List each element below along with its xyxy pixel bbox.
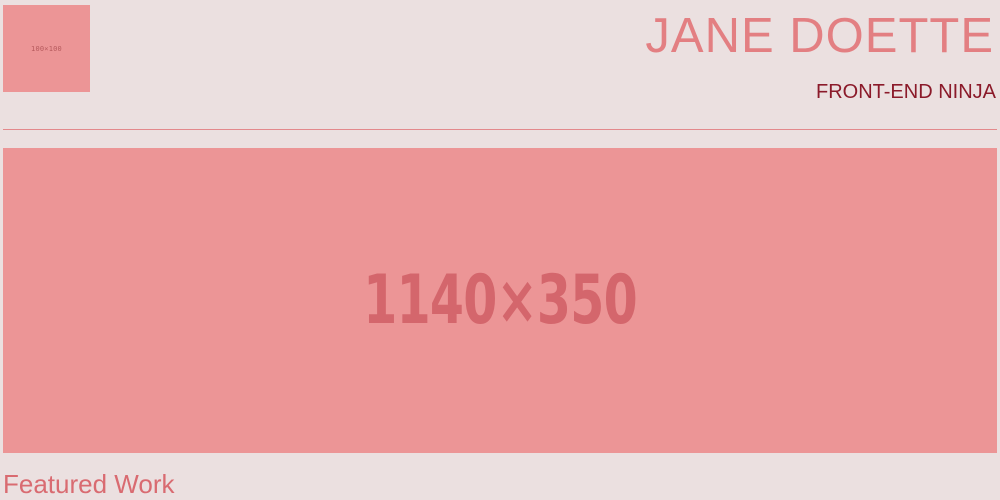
hero-placeholder-image: 1140×350	[3, 148, 997, 453]
logo-placeholder-label: 100×100	[31, 44, 62, 53]
logo-placeholder-image: 100×100	[3, 5, 90, 92]
hero-placeholder-label: 1140×350	[363, 261, 637, 340]
site-owner-name: JANE DOETTE	[645, 9, 994, 63]
featured-work-heading: Featured Work	[3, 469, 175, 499]
site-tagline: FRONT-END NINJA	[816, 81, 996, 103]
header-divider	[3, 129, 997, 130]
